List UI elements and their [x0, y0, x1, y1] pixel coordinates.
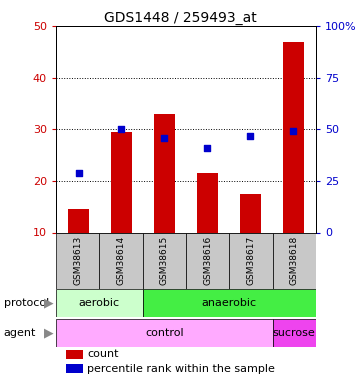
Bar — [273, 232, 316, 289]
Bar — [68, 209, 89, 232]
Text: aerobic: aerobic — [79, 298, 120, 308]
Bar — [240, 194, 261, 232]
Text: ▶: ▶ — [44, 326, 53, 339]
Point — [291, 128, 296, 135]
Point — [205, 145, 210, 151]
Point — [248, 133, 253, 139]
Text: GSM38617: GSM38617 — [247, 236, 255, 285]
Text: anaerobic: anaerobic — [202, 298, 257, 308]
Bar — [99, 232, 143, 289]
Bar — [143, 232, 186, 289]
Text: GSM38618: GSM38618 — [290, 236, 299, 285]
Point — [161, 135, 167, 141]
Text: GSM38613: GSM38613 — [73, 236, 82, 285]
Text: protocol: protocol — [4, 298, 49, 308]
Point — [118, 126, 124, 132]
Bar — [56, 232, 99, 289]
Bar — [186, 232, 229, 289]
Text: GDS1448 / 259493_at: GDS1448 / 259493_at — [104, 11, 257, 25]
Text: GSM38615: GSM38615 — [160, 236, 169, 285]
Text: GSM38614: GSM38614 — [117, 236, 125, 285]
Bar — [66, 364, 83, 373]
Point — [75, 170, 81, 176]
Bar — [111, 132, 132, 232]
Bar — [143, 289, 316, 317]
Text: control: control — [145, 328, 183, 338]
Text: sucrose: sucrose — [273, 328, 316, 338]
Text: ▶: ▶ — [44, 296, 53, 309]
Bar — [197, 173, 218, 232]
Text: count: count — [87, 350, 119, 360]
Bar — [56, 319, 273, 347]
Text: percentile rank within the sample: percentile rank within the sample — [87, 363, 275, 374]
Bar — [283, 42, 304, 232]
Bar — [56, 289, 143, 317]
Bar — [66, 350, 83, 358]
Bar — [229, 232, 273, 289]
Bar — [154, 114, 175, 232]
Text: GSM38616: GSM38616 — [203, 236, 212, 285]
Bar — [273, 319, 316, 347]
Text: agent: agent — [4, 328, 36, 338]
